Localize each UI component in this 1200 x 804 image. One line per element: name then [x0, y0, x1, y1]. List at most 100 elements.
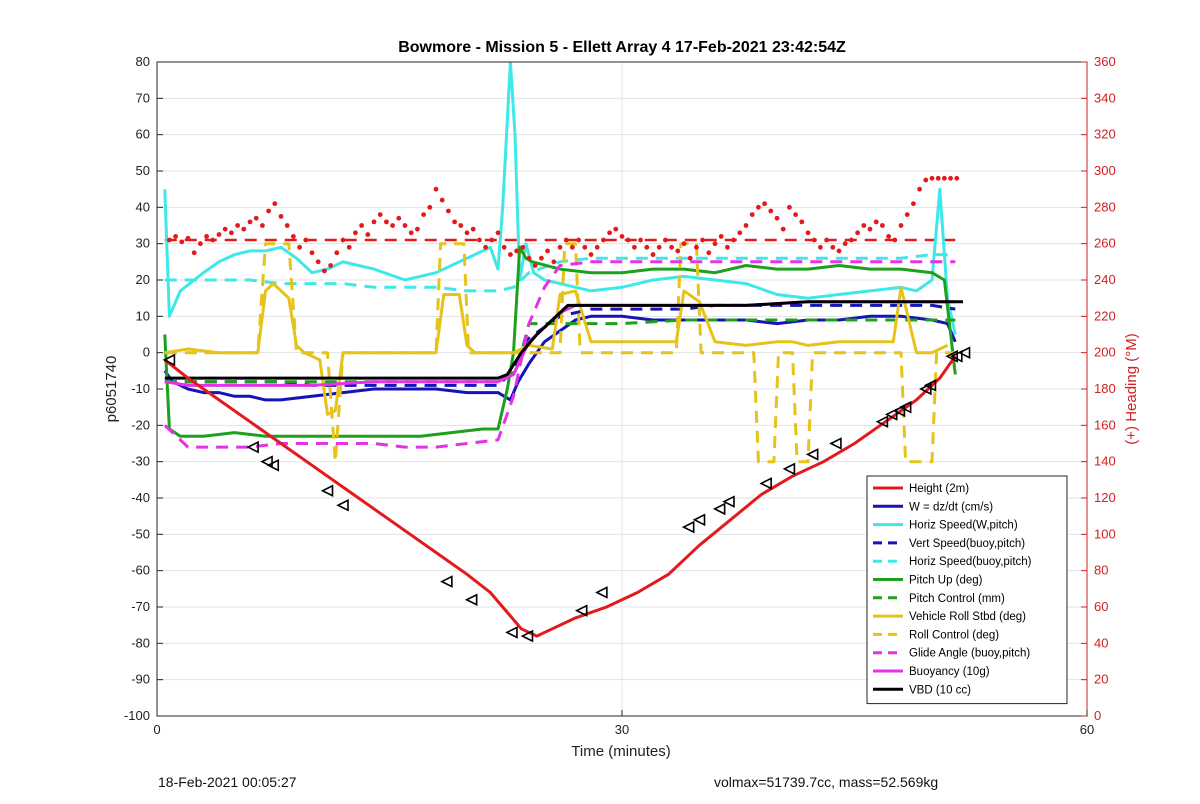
heading-point — [303, 237, 309, 243]
legend-label: Horiz Speed(buoy,pitch) — [909, 556, 1032, 568]
heading-point — [805, 230, 811, 236]
y2-tick-label: 80 — [1094, 563, 1108, 578]
height-marker — [681, 520, 695, 534]
heading-point — [948, 175, 953, 181]
heading-point — [421, 212, 426, 218]
heading-point — [260, 223, 265, 228]
series-line-height-2m — [163, 355, 957, 638]
x-tick-label: 0 — [153, 722, 160, 737]
y-tick-label: -40 — [131, 490, 150, 505]
heading-point — [694, 244, 699, 250]
y-tick-label: 10 — [136, 308, 150, 323]
heading-point — [167, 237, 172, 243]
heading-point — [489, 237, 495, 243]
y-tick-label: -80 — [131, 635, 150, 650]
legend-label: W = dz/dt (cm/s) — [909, 501, 993, 513]
height-marker — [692, 513, 706, 527]
legend-label: Glide Angle (buoy,pitch) — [909, 648, 1030, 660]
heading-point — [942, 175, 947, 181]
heading-point — [712, 241, 718, 247]
height-marker — [520, 629, 534, 643]
heading-point — [427, 204, 433, 210]
legend-label: Buoyancy (10g) — [909, 666, 990, 678]
legend: Height (2m) W = dz/dt (cm/s) Horiz Speed(W… — [866, 475, 1068, 705]
y-tick-label: -10 — [131, 381, 150, 396]
y-tick-label: 60 — [136, 127, 150, 142]
heading-point — [377, 212, 383, 218]
y2-tick-label: 300 — [1094, 163, 1116, 178]
heading-point — [855, 230, 860, 236]
height-marker — [950, 350, 963, 363]
heading-point — [756, 204, 761, 210]
heading-point — [861, 223, 867, 228]
height-marker — [440, 575, 453, 588]
chart-title: Bowmore - Mission 5 - Ellett Array 4 17-… — [398, 39, 846, 56]
heading-point — [898, 223, 904, 228]
height-marker — [574, 604, 588, 617]
heading-point — [607, 230, 612, 236]
heading-point — [278, 214, 284, 219]
heading-point — [619, 234, 625, 239]
heading-point — [799, 219, 805, 225]
heading-point — [359, 223, 364, 228]
height-marker — [898, 400, 912, 414]
heading-point — [725, 244, 730, 250]
series-line-vehicle-roll-stbd-deg — [164, 282, 949, 416]
y2-tick-label: 340 — [1094, 90, 1116, 105]
height-marker — [260, 455, 273, 468]
height-marker — [875, 415, 889, 428]
height-marker — [805, 448, 819, 461]
heading-point — [185, 235, 191, 241]
heading-point — [762, 201, 767, 207]
heading-point — [935, 175, 941, 181]
heading-point — [539, 255, 544, 261]
heading-point — [198, 241, 203, 247]
series-line-horiz-speed-w-pitch — [163, 62, 957, 335]
heading-point — [911, 201, 916, 207]
heading-point — [470, 226, 476, 232]
heading-point — [514, 248, 519, 254]
heading-point — [545, 248, 550, 254]
heading-point — [315, 259, 321, 265]
heading-point — [582, 244, 588, 250]
heading-point — [873, 219, 879, 225]
heading-point — [700, 237, 705, 243]
y-tick-label: 70 — [136, 90, 150, 105]
heading-point — [284, 223, 290, 228]
heading-point — [663, 237, 668, 243]
heading-point — [842, 241, 848, 247]
legend-label: Pitch Control (mm) — [909, 593, 1005, 605]
y2-tick-label: 200 — [1094, 345, 1116, 360]
heading-point — [235, 223, 241, 228]
series-line-vbd-10-cc — [164, 300, 963, 380]
heading-point — [886, 234, 891, 239]
y2-tick-label: 320 — [1094, 127, 1116, 142]
height-marker — [246, 440, 259, 454]
x-axis-label: Time (minutes) — [571, 743, 670, 760]
heading-point — [768, 208, 774, 214]
heading-point — [384, 219, 389, 225]
heading-point — [836, 248, 842, 254]
heading-point — [743, 223, 749, 228]
heading-point — [731, 237, 736, 243]
heading-point — [179, 239, 185, 245]
heading-point — [309, 250, 315, 256]
heading-point — [594, 244, 600, 250]
legend-label: Horiz Speed(W,pitch) — [909, 520, 1018, 532]
heading-point — [322, 268, 327, 274]
heading-point — [340, 237, 346, 243]
heading-point — [849, 237, 854, 243]
heading-point — [508, 252, 513, 257]
heading-point — [396, 215, 402, 221]
y2-tick-label: 60 — [1094, 599, 1108, 614]
y2-tick-label: 180 — [1094, 381, 1116, 396]
x-tick-label: 30 — [615, 722, 629, 737]
y-axis-label: p6051740 — [103, 356, 120, 423]
series-group — [162, 62, 971, 643]
y-tick-label: 0 — [143, 345, 150, 360]
heading-point — [222, 226, 228, 232]
heading-point — [650, 252, 656, 257]
heading-point — [780, 226, 786, 232]
heading-point — [774, 215, 780, 221]
heading-point — [216, 232, 222, 237]
